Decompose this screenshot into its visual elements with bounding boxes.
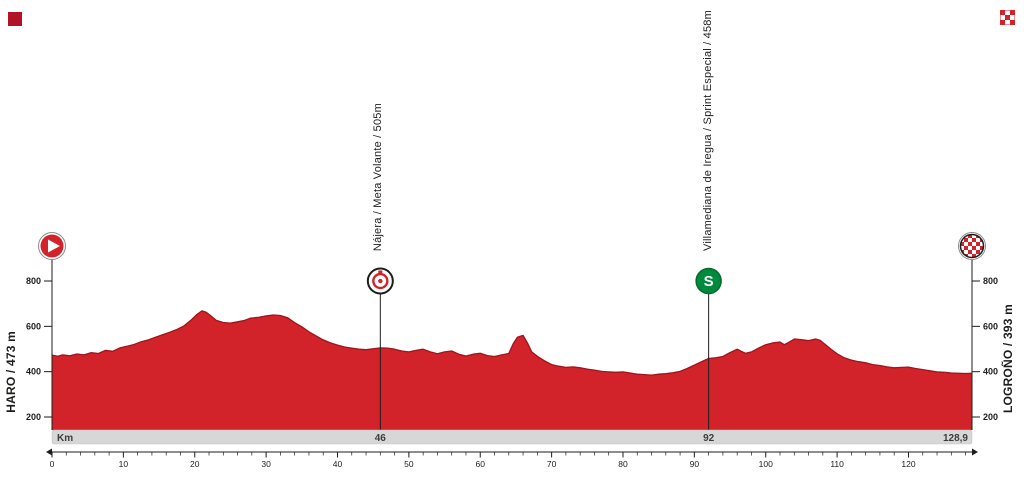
y-axis-ticks — [44, 280, 980, 418]
ruler-label: 50 — [404, 459, 414, 469]
ruler-label: 30 — [261, 459, 271, 469]
ruler-left-arrow — [46, 448, 52, 456]
km-unit-label: Km — [57, 433, 73, 444]
y-axis — [51, 258, 973, 430]
km-bar-values: 46 92 128,9 — [375, 433, 969, 444]
y-axis-labels: 200 200 400 400 600 600 800 800 — [26, 276, 998, 422]
start-icon — [38, 232, 66, 260]
y-axis-label: 600 — [983, 321, 998, 331]
sprint-especial-icon: S — [695, 267, 722, 295]
ruler-label: 70 — [547, 459, 557, 469]
km-bar-value: 46 — [375, 433, 387, 444]
ruler-label: 110 — [830, 459, 844, 469]
finish-icon — [958, 232, 986, 260]
ruler-label: 90 — [690, 459, 700, 469]
y-axis-label: 400 — [983, 367, 998, 377]
ruler-label: 40 — [333, 459, 343, 469]
ruler-label: 100 — [759, 459, 773, 469]
ruler-label: 0 — [50, 459, 55, 469]
sprint-letter: S — [704, 273, 714, 290]
ruler-label: 20 — [190, 459, 200, 469]
ruler-label: 80 — [618, 459, 628, 469]
y-axis-label: 200 — [983, 412, 998, 422]
distance-ruler: 0 10 20 30 40 50 60 70 80 90 100 110 120 — [46, 448, 978, 469]
km-bar-value: 128,9 — [943, 433, 968, 444]
waypoint-lines — [379, 294, 710, 430]
ruler-label: 60 — [476, 459, 486, 469]
y-axis-label: 400 — [26, 367, 41, 377]
race-logo-square — [8, 12, 22, 26]
y-axis-label: 800 — [983, 276, 998, 286]
ruler-right-arrow — [972, 448, 978, 456]
ruler-label: 120 — [901, 459, 915, 469]
y-axis-label: 800 — [26, 276, 41, 286]
y-axis-label: 200 — [26, 412, 41, 422]
finish-checker-square — [1000, 10, 1015, 25]
meta-volante-stopwatch-icon — [366, 267, 394, 295]
km-bar — [51, 429, 973, 445]
ruler-label: 10 — [119, 459, 129, 469]
km-bar-value: 92 — [703, 433, 715, 444]
y-axis-label: 600 — [26, 321, 41, 331]
elevation-area — [51, 310, 973, 430]
